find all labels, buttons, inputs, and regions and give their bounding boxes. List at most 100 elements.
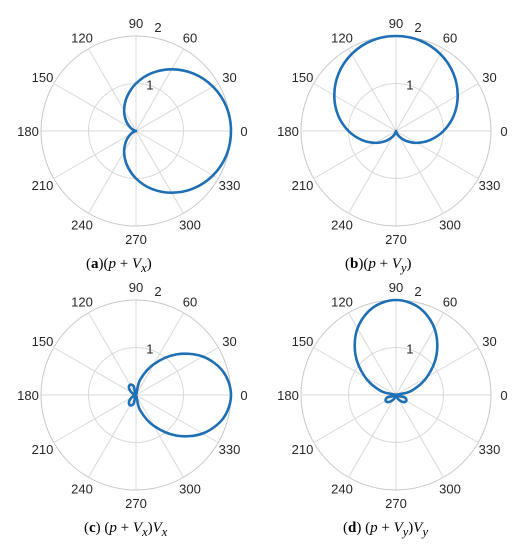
polar-spoke (313, 347, 397, 396)
radial-tick-label: 1 (146, 78, 153, 93)
polar-spoke (88, 48, 137, 132)
theta-tick-label: 120 (331, 30, 353, 45)
polar-spoke (348, 394, 397, 478)
polar-spoke (395, 130, 444, 214)
theta-tick-label: 180 (277, 388, 299, 403)
polar-spoke (88, 394, 137, 478)
theta-tick-label: 120 (71, 30, 93, 45)
polar-spoke (135, 347, 219, 396)
theta-tick-label: 60 (183, 30, 197, 45)
theta-tick-label: 30 (482, 70, 496, 85)
theta-tick-label: 300 (179, 482, 201, 497)
radial-tick-label: 1 (406, 342, 413, 357)
theta-tick-label: 0 (240, 388, 247, 403)
theta-tick-label: 60 (443, 294, 457, 309)
radial-tick-label: 2 (154, 284, 161, 299)
theta-tick-label: 30 (222, 70, 236, 85)
theta-tick-label: 120 (71, 294, 93, 309)
theta-tick-label: 210 (32, 442, 54, 457)
caption-d: (d) (p + Vy)Vy (343, 520, 429, 539)
theta-tick-label: 150 (292, 70, 314, 85)
polar-chart-b: 0 30 60 90 120 150 180 210 240 270 300 330 1 2 (b)(p … (259, 0, 519, 275)
theta-tick-label: 270 (385, 232, 407, 247)
polar-spoke (135, 130, 184, 214)
polar-chart-a: 0 30 60 90 120 150 180 210 240 270 300 330 1 2 (a)(p … (0, 0, 260, 275)
theta-tick-label: 60 (443, 30, 457, 45)
polar-series-line (122, 67, 233, 195)
theta-tick-label: 210 (32, 178, 54, 193)
polar-spoke (135, 83, 219, 132)
polar-plot-b: 0 30 60 90 120 150 180 210 240 270 300 330 1 2 (277, 16, 507, 247)
theta-tick-label: 330 (479, 178, 501, 193)
radial-tick-label: 1 (406, 78, 413, 93)
theta-tick-label: 60 (183, 294, 197, 309)
caption-a: (a)(p + Vx) (86, 256, 152, 275)
polar-spoke (135, 394, 219, 443)
theta-tick-label: 150 (32, 70, 54, 85)
polar-plot-d: 0 30 60 90 120 150 180 210 240 270 300 330 1 2 (277, 280, 507, 511)
polar-spoke (313, 83, 397, 132)
polar-spoke (135, 130, 219, 179)
polar-spoke (88, 312, 137, 396)
theta-tick-label: 150 (292, 334, 314, 349)
polar-spoke (395, 130, 479, 179)
polar-spoke (395, 48, 444, 132)
polar-plot-a: 0 30 60 90 120 150 180 210 240 270 300 330 1 2 (17, 16, 247, 247)
polar-series-line (353, 298, 439, 404)
theta-tick-label: 270 (125, 496, 147, 511)
theta-tick-label: 0 (500, 388, 507, 403)
polar-spoke (135, 312, 184, 396)
theta-tick-label: 0 (500, 124, 507, 139)
polar-spoke (135, 394, 184, 478)
theta-tick-label: 330 (479, 442, 501, 457)
polar-spoke (395, 83, 479, 132)
theta-tick-label: 0 (240, 124, 247, 139)
theta-tick-label: 150 (32, 334, 54, 349)
polar-spoke (395, 394, 479, 443)
theta-tick-label: 90 (129, 280, 143, 295)
polar-spoke (348, 48, 397, 132)
theta-tick-label: 120 (331, 294, 353, 309)
polar-spoke (313, 394, 397, 443)
theta-tick-label: 90 (389, 16, 403, 31)
polar-spoke (53, 394, 137, 443)
theta-tick-label: 180 (17, 124, 39, 139)
polar-spoke (53, 130, 137, 179)
polar-spoke (313, 130, 397, 179)
theta-tick-label: 300 (439, 218, 461, 233)
theta-tick-label: 270 (385, 496, 407, 511)
theta-tick-label: 90 (129, 16, 143, 31)
polar-spoke (395, 394, 444, 478)
theta-tick-label: 90 (389, 280, 403, 295)
theta-tick-label: 210 (292, 442, 314, 457)
theta-tick-label: 210 (292, 178, 314, 193)
theta-tick-label: 240 (71, 482, 93, 497)
polar-spoke (348, 130, 397, 214)
theta-tick-label: 30 (482, 334, 496, 349)
polar-spoke (348, 312, 397, 396)
radial-tick-label: 2 (414, 284, 421, 299)
polar-spoke (53, 83, 137, 132)
polar-spoke (135, 48, 184, 132)
polar-spoke (53, 347, 137, 396)
polar-series-line (332, 34, 460, 145)
polar-series-line (127, 352, 233, 438)
polar-spoke (88, 130, 137, 214)
theta-tick-label: 240 (331, 218, 353, 233)
polar-spoke (395, 347, 479, 396)
polar-spoke (395, 312, 444, 396)
theta-tick-label: 240 (71, 218, 93, 233)
polar-chart-d: 0 30 60 90 120 150 180 210 240 270 300 330 1 2 (d) (p… (259, 275, 519, 550)
radial-tick-label: 2 (154, 20, 161, 35)
theta-tick-label: 240 (331, 482, 353, 497)
theta-tick-label: 180 (277, 124, 299, 139)
radial-tick-label: 2 (414, 20, 421, 35)
theta-tick-label: 270 (125, 232, 147, 247)
radial-tick-label: 1 (146, 342, 153, 357)
theta-tick-label: 330 (219, 178, 241, 193)
polar-chart-c: 0 30 60 90 120 150 180 210 240 270 300 330 1 2 (c) (p… (0, 275, 260, 550)
theta-tick-label: 180 (17, 388, 39, 403)
theta-tick-label: 300 (439, 482, 461, 497)
caption-c: (c) (p + Vx)Vx (84, 520, 168, 539)
caption-b: (b)(p + Vy) (345, 256, 412, 275)
